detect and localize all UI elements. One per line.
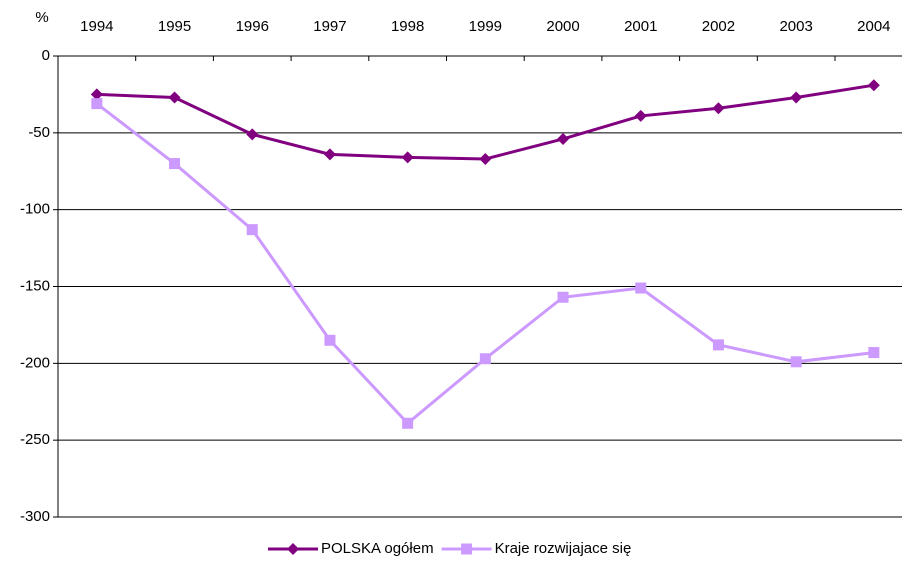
y-tick-label: -200 <box>20 354 50 371</box>
y-tick-label: -150 <box>20 277 50 294</box>
marker <box>90 88 103 101</box>
x-tick-label: 2000 <box>546 18 579 35</box>
marker <box>246 224 258 236</box>
y-tick-label: -50 <box>28 124 50 141</box>
marker <box>868 347 880 359</box>
legend-label: Kraje rozwijajace się <box>495 540 632 557</box>
y-axis-label: % <box>35 9 48 26</box>
x-tick-label: 2001 <box>624 18 657 35</box>
legend-label: POLSKA ogółem <box>321 540 434 557</box>
marker <box>712 102 725 115</box>
x-tick-label: 1999 <box>469 18 502 35</box>
y-tick-label: -250 <box>20 431 50 448</box>
x-tick-label: 1995 <box>158 18 191 35</box>
marker <box>323 148 336 161</box>
x-tick-label: 2004 <box>857 18 890 35</box>
y-tick-label: -100 <box>20 201 50 218</box>
marker <box>479 152 492 165</box>
marker <box>790 91 803 104</box>
marker <box>168 91 181 104</box>
x-tick-label: 1996 <box>236 18 269 35</box>
x-tick-label: 2002 <box>702 18 735 35</box>
marker <box>867 79 880 92</box>
series-line <box>96 83 875 161</box>
marker <box>402 417 414 429</box>
marker <box>479 353 491 365</box>
x-tick-label: 1997 <box>313 18 346 35</box>
marker <box>324 334 336 346</box>
x-tick-label: 1994 <box>80 18 113 35</box>
legend-marker <box>461 543 473 555</box>
marker <box>790 356 802 368</box>
x-tick-label: 2003 <box>779 18 812 35</box>
marker <box>557 291 569 303</box>
y-tick-label: -300 <box>20 508 50 525</box>
marker <box>634 109 647 122</box>
marker <box>401 151 414 164</box>
marker <box>169 158 181 170</box>
marker <box>557 132 570 145</box>
x-tick-label: 1998 <box>391 18 424 35</box>
y-tick-label: 0 <box>42 47 50 64</box>
marker <box>635 282 647 294</box>
legend-marker <box>287 543 299 555</box>
marker <box>712 339 724 351</box>
marker <box>91 98 103 110</box>
series-line <box>95 102 875 426</box>
marker <box>246 128 259 141</box>
